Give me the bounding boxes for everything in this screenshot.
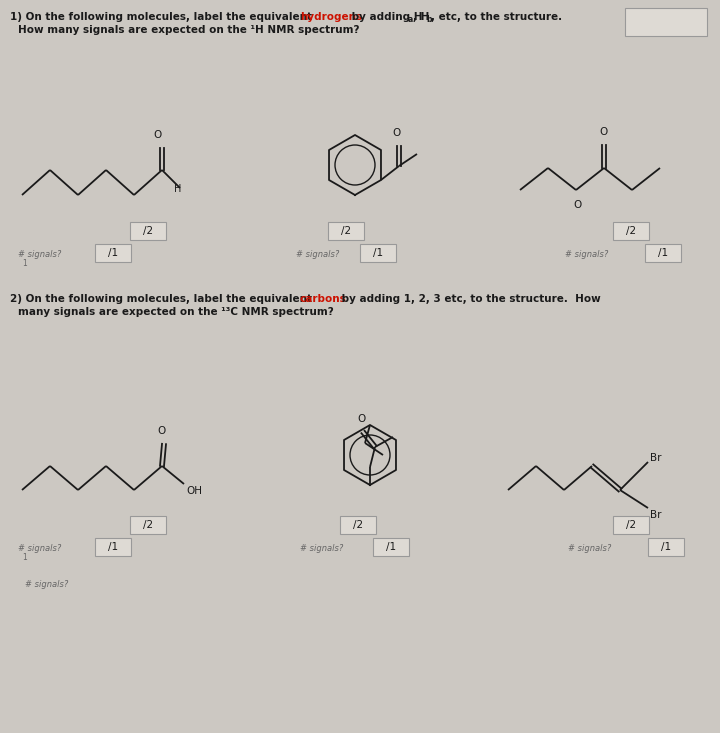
Text: O: O xyxy=(158,426,166,436)
Bar xyxy=(328,222,364,240)
Text: by adding 1, 2, 3 etc, to the structure.  How: by adding 1, 2, 3 etc, to the structure.… xyxy=(338,294,600,304)
Text: hydrogens: hydrogens xyxy=(300,12,362,22)
Text: 1: 1 xyxy=(22,259,27,268)
Text: How many signals are expected on the ¹H NMR spectrum?: How many signals are expected on the ¹H … xyxy=(18,25,359,35)
Text: /2: /2 xyxy=(143,520,153,530)
Text: many signals are expected on the ¹³C NMR spectrum?: many signals are expected on the ¹³C NMR… xyxy=(18,307,334,317)
Text: a: a xyxy=(408,15,413,24)
Text: /1: /1 xyxy=(661,542,671,552)
Bar xyxy=(625,8,707,36)
Text: carbons: carbons xyxy=(299,294,346,304)
Text: , H: , H xyxy=(413,12,429,22)
Bar xyxy=(95,244,131,262)
Text: /2: /2 xyxy=(626,226,636,236)
Text: Br: Br xyxy=(650,510,662,520)
Text: /1: /1 xyxy=(108,248,118,258)
Text: 2) On the following molecules, label the equivalent: 2) On the following molecules, label the… xyxy=(10,294,315,304)
Text: H: H xyxy=(174,184,181,194)
Text: /1: /1 xyxy=(658,248,668,258)
Text: OH: OH xyxy=(186,486,202,496)
Bar xyxy=(373,538,409,556)
Bar xyxy=(645,244,681,262)
Text: by adding H: by adding H xyxy=(348,12,423,22)
Text: /2: /2 xyxy=(353,520,363,530)
Bar xyxy=(360,244,396,262)
Text: Br: Br xyxy=(650,453,662,463)
Bar xyxy=(95,538,131,556)
Text: /1: /1 xyxy=(386,542,396,552)
Text: , etc, to the structure.: , etc, to the structure. xyxy=(431,12,562,22)
Text: 1: 1 xyxy=(22,553,27,562)
Bar xyxy=(130,222,166,240)
Text: O: O xyxy=(600,127,608,137)
Bar xyxy=(648,538,684,556)
Bar xyxy=(613,516,649,534)
Bar xyxy=(613,222,649,240)
Text: b: b xyxy=(426,15,431,24)
Text: # signals?: # signals? xyxy=(565,250,608,259)
Text: # signals?: # signals? xyxy=(18,250,61,259)
Text: /1: /1 xyxy=(373,248,383,258)
Bar xyxy=(340,516,376,534)
Text: # signals?: # signals? xyxy=(296,250,339,259)
Text: /2: /2 xyxy=(143,226,153,236)
Text: /2: /2 xyxy=(341,226,351,236)
Text: O: O xyxy=(393,128,401,138)
Text: # signals?: # signals? xyxy=(568,544,611,553)
Text: # signals?: # signals? xyxy=(18,544,61,553)
Text: # signals?: # signals? xyxy=(300,544,343,553)
Text: O: O xyxy=(154,130,162,140)
Text: O: O xyxy=(574,200,582,210)
Text: /1: /1 xyxy=(108,542,118,552)
Text: # signals?: # signals? xyxy=(25,580,68,589)
Text: O: O xyxy=(357,414,365,424)
Bar xyxy=(130,516,166,534)
Text: 1) On the following molecules, label the equivalent: 1) On the following molecules, label the… xyxy=(10,12,315,22)
Text: /2: /2 xyxy=(626,520,636,530)
